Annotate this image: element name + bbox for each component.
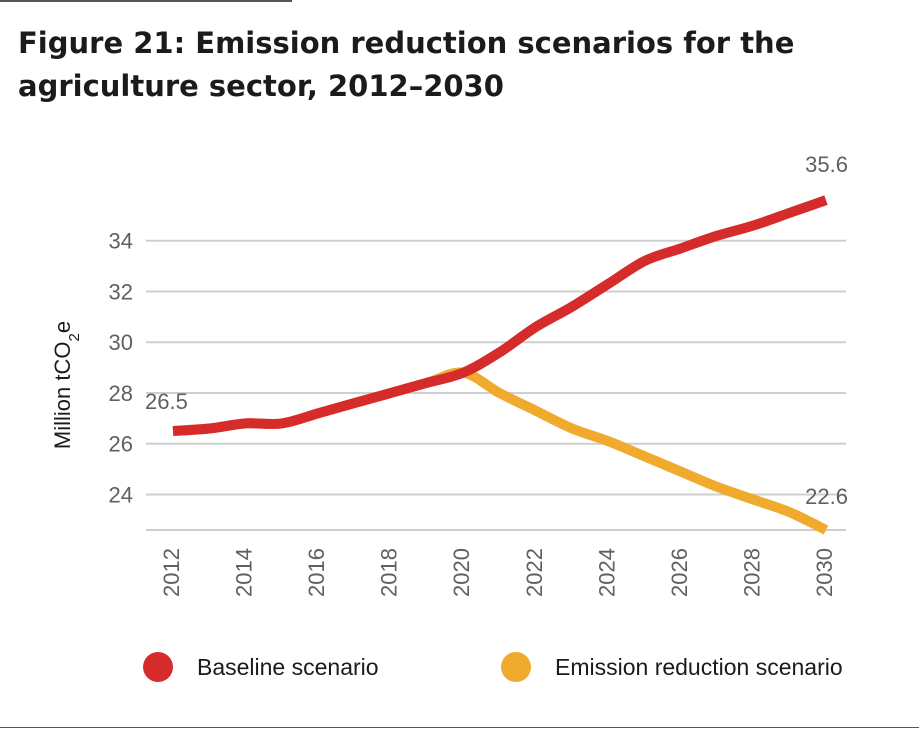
data-labels: 26.5 35.6 22.6 xyxy=(145,152,848,509)
data-label: 26.5 xyxy=(145,389,188,414)
x-tick-label: 2012 xyxy=(159,548,184,597)
y-axis-label: Million tCO2e xyxy=(50,321,83,449)
y-tick-label: 26 xyxy=(109,432,133,457)
data-label: 22.6 xyxy=(805,484,848,509)
x-tick-label: 2030 xyxy=(812,548,837,597)
chart-title: Figure 21: Emission reduction scenarios … xyxy=(18,26,795,103)
y-tick-label: 30 xyxy=(109,330,133,355)
x-tick-labels: 2012 2014 2016 2018 2020 2022 2024 2026 2028 2030 xyxy=(159,548,837,597)
y-tick-label: 28 xyxy=(109,381,133,406)
x-tick-label: 2026 xyxy=(667,548,692,597)
legend-reduction: Emission reduction scenario xyxy=(501,648,843,686)
bottom-rule xyxy=(0,727,919,728)
y-tick-label: 32 xyxy=(109,279,133,304)
series-lines xyxy=(172,195,829,535)
reduction-swatch xyxy=(501,652,531,682)
x-tick-label: 2022 xyxy=(522,548,547,597)
data-label: 35.6 xyxy=(805,152,848,177)
baseline-swatch xyxy=(143,652,173,682)
x-tick-label: 2024 xyxy=(594,548,619,597)
series-line xyxy=(172,195,828,436)
y-tick-labels: 24 26 28 30 32 34 xyxy=(109,229,133,508)
x-tick-label: 2018 xyxy=(377,548,402,597)
x-tick-label: 2028 xyxy=(739,548,764,597)
legend-reduction-label: Emission reduction scenario xyxy=(555,653,843,680)
x-tick-label: 2020 xyxy=(449,548,474,597)
series-line xyxy=(172,367,829,535)
legend-baseline-label: Baseline scenario xyxy=(197,653,379,680)
y-tick-label: 24 xyxy=(109,482,133,507)
x-tick-label: 2016 xyxy=(304,548,329,597)
x-tick-label: 2014 xyxy=(232,548,257,597)
top-rule xyxy=(0,0,292,2)
legend-baseline: Baseline scenario xyxy=(143,648,379,686)
y-tick-label: 34 xyxy=(109,229,133,254)
